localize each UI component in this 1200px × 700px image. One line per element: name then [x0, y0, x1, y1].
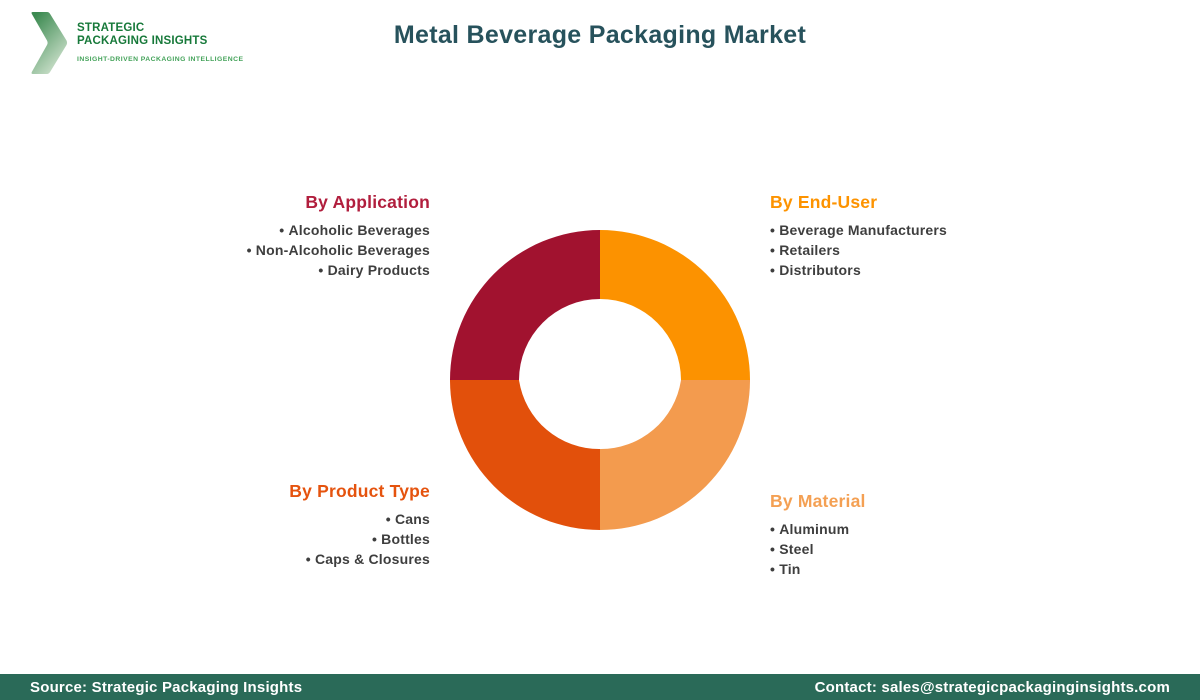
brand-tagline: INSIGHT-DRIVEN PACKAGING INTELLIGENCE [77, 56, 244, 63]
list-item: Caps & Closures [70, 549, 430, 569]
section-heading: By Material [770, 491, 866, 511]
brand-name-line1: STRATEGIC [77, 22, 145, 34]
section-by-end-user: By End-User Beverage Manufacturers Retai… [770, 192, 1130, 280]
brand-logo: STRATEGIC PACKAGING INSIGHTS INSIGHT-DRI… [30, 12, 243, 74]
brand-name-line2: PACKAGING INSIGHTS [77, 35, 208, 47]
donut-segment-material [600, 380, 750, 530]
section-by-product-type: By Product Type Cans Bottles Caps & Clos… [70, 481, 430, 569]
section-heading: By Product Type [289, 481, 430, 501]
footer-bar: Source: Strategic Packaging Insights Con… [0, 674, 1200, 700]
page-title: Metal Beverage Packaging Market [393, 21, 807, 49]
section-heading: By End-User [770, 192, 878, 212]
list-item: Non-Alcoholic Beverages [70, 240, 430, 260]
section-list: Aluminum Steel Tin [770, 519, 1130, 579]
section-by-application: By Application Alcoholic Beverages Non-A… [70, 192, 430, 280]
footer-contact: Contact: sales@strategicpackaginginsight… [814, 678, 1170, 696]
section-heading: By Application [305, 192, 430, 212]
list-item: Steel [770, 539, 1130, 559]
list-item: Aluminum [770, 519, 1130, 539]
chevron-arrow-icon [31, 12, 68, 74]
list-item: Alcoholic Beverages [70, 220, 430, 240]
list-item: Distributors [770, 260, 1130, 280]
list-item: Tin [770, 559, 1130, 579]
section-list: Alcoholic Beverages Non-Alcoholic Bevera… [70, 220, 430, 280]
section-by-material: By Material Aluminum Steel Tin [770, 491, 1130, 579]
donut-segment-product-type [450, 380, 600, 530]
section-list: Beverage Manufacturers Retailers Distrib… [770, 220, 1130, 280]
list-item: Beverage Manufacturers [770, 220, 1130, 240]
footer-source: Source: Strategic Packaging Insights [30, 678, 303, 696]
list-item: Bottles [70, 529, 430, 549]
brand-text: STRATEGIC PACKAGING INSIGHTS INSIGHT-DRI… [77, 12, 243, 63]
donut-segment-application [450, 230, 600, 380]
section-list: Cans Bottles Caps & Closures [70, 509, 430, 569]
list-item: Cans [70, 509, 430, 529]
segmentation-donut-chart [450, 230, 750, 530]
donut-segment-end-user [600, 230, 750, 380]
list-item: Dairy Products [70, 260, 430, 280]
list-item: Retailers [770, 240, 1130, 260]
